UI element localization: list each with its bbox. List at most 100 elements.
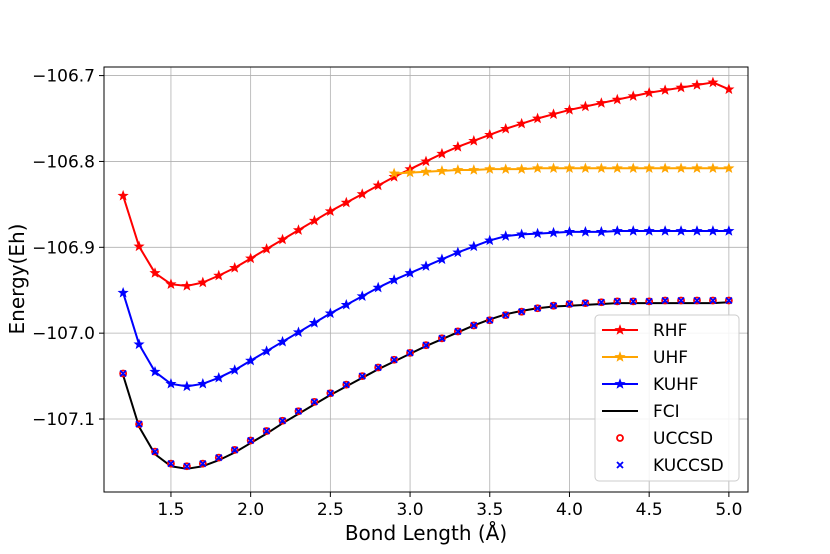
uccsd-point-31 (613, 297, 622, 306)
uccsd-point-30 (597, 298, 606, 307)
legend-marker-uhf (614, 351, 626, 362)
uccsd-point-26 (533, 304, 542, 313)
uhf-point-11 (563, 162, 576, 174)
rhf-point-26 (532, 112, 544, 124)
rhf-point-4 (181, 280, 193, 291)
kuhf-point-6 (213, 371, 225, 383)
x-tick-label-6: 4.5 (636, 500, 663, 520)
uhf-point-4 (452, 164, 464, 175)
rhf-point-35 (675, 81, 687, 93)
uccsd-point-10 (278, 416, 287, 425)
uccsd-point-37 (709, 296, 717, 305)
legend-label-uhf: UHF (653, 348, 688, 368)
rhf-point-30 (595, 97, 607, 108)
uccsd-point-11 (294, 407, 303, 416)
kuccsd-point-26 (533, 304, 542, 312)
kuccsd-point-36 (693, 296, 701, 305)
kuhf-point-17 (388, 274, 400, 285)
kuccsd-point-5 (199, 460, 207, 468)
uccsd-point-6 (214, 453, 223, 462)
kuccsd-point-19 (422, 341, 430, 349)
uccsd-point-4 (182, 462, 191, 471)
legend-marker-rhf (614, 324, 626, 335)
rhf-point-20 (436, 147, 448, 159)
uccsd-point-33 (645, 297, 654, 306)
rhf-point-38 (723, 83, 735, 95)
rhf-point-1 (133, 240, 145, 252)
kuccsd-point-23 (486, 316, 494, 324)
uhf-point-20 (707, 162, 719, 174)
kuccsd-point-27 (549, 302, 558, 310)
kuhf-point-15 (356, 290, 368, 301)
kuhf-point-14 (340, 298, 352, 310)
legend-marker-kuccsd (616, 461, 624, 469)
uccsd-point-20 (438, 334, 446, 343)
legend-marker-kuhf (614, 378, 626, 389)
uccsd-point-28 (565, 300, 574, 308)
uccsd-point-13 (326, 389, 335, 398)
legend-label-kuccsd: KUCCSD (653, 456, 724, 476)
rhf-point-13 (324, 205, 336, 216)
kuccsd-point-33 (645, 297, 653, 306)
rhf-point-32 (627, 90, 639, 101)
uhf-point-1 (404, 166, 416, 178)
y-tick-label-0: −106.7 (32, 67, 95, 87)
uccsd-point-12 (310, 397, 319, 406)
rhf-point-28 (563, 104, 576, 115)
uccsd-point-21 (453, 327, 462, 336)
kuccsd-point-4 (183, 462, 191, 470)
kuccsd-point-29 (581, 299, 590, 307)
legend-label-kuhf: KUHF (653, 375, 699, 395)
kuhf-point-36 (691, 225, 703, 236)
rhf-point-34 (659, 84, 671, 95)
uccsd-point-18 (406, 349, 414, 357)
kuccsd-point-13 (326, 389, 334, 397)
rhf-point-24 (500, 122, 512, 134)
uccsd-point-2 (151, 447, 159, 456)
kuccsd-point-20 (438, 334, 446, 342)
kuhf-point-20 (436, 253, 448, 265)
rhf-point-31 (611, 93, 623, 105)
uccsd-point-22 (469, 321, 478, 330)
y-tick-label-1: −106.8 (32, 152, 95, 172)
uccsd-point-3 (167, 459, 175, 468)
uhf-point-14 (611, 162, 623, 174)
x-tick-label-4: 3.5 (476, 500, 503, 520)
kuccsd-point-38 (725, 296, 733, 305)
uhf-line (394, 167, 729, 175)
rhf-point-14 (340, 196, 352, 208)
uhf-point-3 (436, 165, 448, 176)
kuhf-point-9 (261, 345, 273, 356)
kuccsd-point-6 (215, 454, 223, 462)
kuhf-point-30 (595, 225, 607, 237)
series-kuhf (117, 225, 735, 392)
kuccsd-point-30 (597, 298, 605, 306)
kuhf-point-29 (579, 225, 591, 237)
rhf-point-12 (308, 214, 320, 226)
rhf-point-23 (484, 128, 496, 140)
kuhf-point-32 (627, 225, 639, 236)
x-tick-label-1: 2.0 (237, 500, 264, 520)
kuccsd-point-35 (677, 296, 685, 305)
rhf-point-36 (691, 79, 703, 90)
uccsd-point-32 (629, 297, 638, 306)
kuhf-point-3 (165, 377, 177, 389)
rhf-point-6 (213, 269, 225, 281)
kuccsd-point-9 (262, 427, 271, 435)
kuhf-point-26 (532, 227, 544, 239)
kuccsd-point-16 (374, 363, 382, 372)
rhf-point-29 (579, 100, 591, 112)
uccsd-point-17 (390, 355, 399, 364)
series-rhf (117, 76, 735, 291)
kuhf-point-5 (197, 377, 209, 389)
y-axis-label: Energy(Eh) (5, 224, 29, 335)
kuccsd-point-17 (390, 356, 398, 364)
rhf-point-8 (245, 252, 257, 264)
rhf-point-17 (388, 171, 400, 182)
uhf-point-2 (420, 165, 432, 177)
kuccsd-point-0 (119, 369, 127, 378)
kuccsd-point-3 (167, 460, 175, 468)
kuhf-point-33 (643, 225, 655, 236)
uccsd-point-1 (135, 420, 143, 429)
